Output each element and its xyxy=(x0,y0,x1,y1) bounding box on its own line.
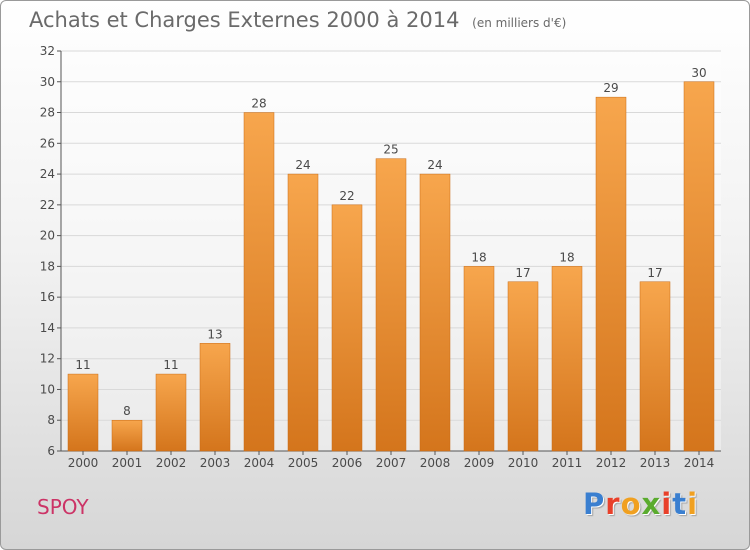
chart-title: Achats et Charges Externes 2000 à 2014 (… xyxy=(29,8,566,32)
logo-letter: o xyxy=(620,487,642,521)
x-tick-label: 2010 xyxy=(508,456,539,470)
bar-2004 xyxy=(243,112,275,452)
logo-letter: P xyxy=(583,487,606,521)
bar-2011 xyxy=(551,266,583,452)
data-label: 8 xyxy=(123,404,131,418)
data-label: 30 xyxy=(691,66,706,80)
logo-letter: r xyxy=(605,487,621,521)
y-tick-label: 10 xyxy=(40,382,55,396)
y-tick-label: 12 xyxy=(40,352,55,366)
bar-2006 xyxy=(331,204,363,452)
bar-2008 xyxy=(419,173,451,452)
data-label: 11 xyxy=(75,358,90,372)
y-tick-label: 32 xyxy=(40,44,55,58)
bar-2007 xyxy=(375,158,407,452)
bar-2012 xyxy=(595,96,627,452)
chart-subtitle: (en milliers d'€) xyxy=(472,16,567,30)
x-tick-label: 2002 xyxy=(156,456,187,470)
x-tick-label: 2012 xyxy=(596,456,627,470)
data-label: 11 xyxy=(163,358,178,372)
x-tick-label: 2003 xyxy=(200,456,231,470)
x-tick-label: 2005 xyxy=(288,456,319,470)
y-tick-label: 30 xyxy=(40,75,55,89)
logo-letter: i xyxy=(661,487,673,521)
bar-2014 xyxy=(683,81,715,452)
bar-2010 xyxy=(507,281,539,452)
chart-title-text: Achats et Charges Externes 2000 à 2014 xyxy=(29,8,460,32)
data-label: 17 xyxy=(515,266,530,280)
data-label: 17 xyxy=(647,266,662,280)
commune-name: SPOY xyxy=(37,495,89,519)
x-tick-label: 2004 xyxy=(244,456,275,470)
y-tick-label: 28 xyxy=(40,106,55,120)
y-tick-label: 24 xyxy=(40,167,55,181)
bar-2000 xyxy=(67,373,99,452)
data-label: 24 xyxy=(427,158,442,172)
data-label: 18 xyxy=(559,250,574,264)
x-tick-label: 2001 xyxy=(112,456,143,470)
data-label: 28 xyxy=(251,97,266,111)
bar-2001 xyxy=(111,419,143,452)
bar-2002 xyxy=(155,373,187,452)
bar-2003 xyxy=(199,343,231,452)
x-tick-label: 2011 xyxy=(552,456,583,470)
data-label: 25 xyxy=(383,143,398,157)
y-tick-label: 6 xyxy=(47,444,55,458)
data-label: 13 xyxy=(207,327,222,341)
y-tick-label: 20 xyxy=(40,229,55,243)
data-label: 18 xyxy=(471,250,486,264)
x-tick-label: 2014 xyxy=(684,456,715,470)
y-tick-label: 26 xyxy=(40,136,55,150)
y-tick-label: 8 xyxy=(47,413,55,427)
bar-2013 xyxy=(639,281,671,452)
x-tick-label: 2009 xyxy=(464,456,495,470)
proxiti-logo: Proxiti xyxy=(583,487,698,521)
logo-letter: x xyxy=(641,487,662,521)
logo-letter: i xyxy=(687,487,699,521)
x-tick-label: 2008 xyxy=(420,456,451,470)
bar-2009 xyxy=(463,266,495,452)
x-tick-label: 2000 xyxy=(68,456,99,470)
x-tick-label: 2006 xyxy=(332,456,363,470)
logo-letter: t xyxy=(672,487,688,521)
data-label: 29 xyxy=(603,81,618,95)
y-tick-label: 16 xyxy=(40,290,55,304)
x-tick-label: 2007 xyxy=(376,456,407,470)
y-tick-label: 22 xyxy=(40,198,55,212)
data-label: 22 xyxy=(339,189,354,203)
data-label: 24 xyxy=(295,158,310,172)
x-tick-label: 2013 xyxy=(640,456,671,470)
y-tick-label: 14 xyxy=(40,321,55,335)
y-tick-label: 18 xyxy=(40,259,55,273)
bar-2005 xyxy=(287,173,319,452)
